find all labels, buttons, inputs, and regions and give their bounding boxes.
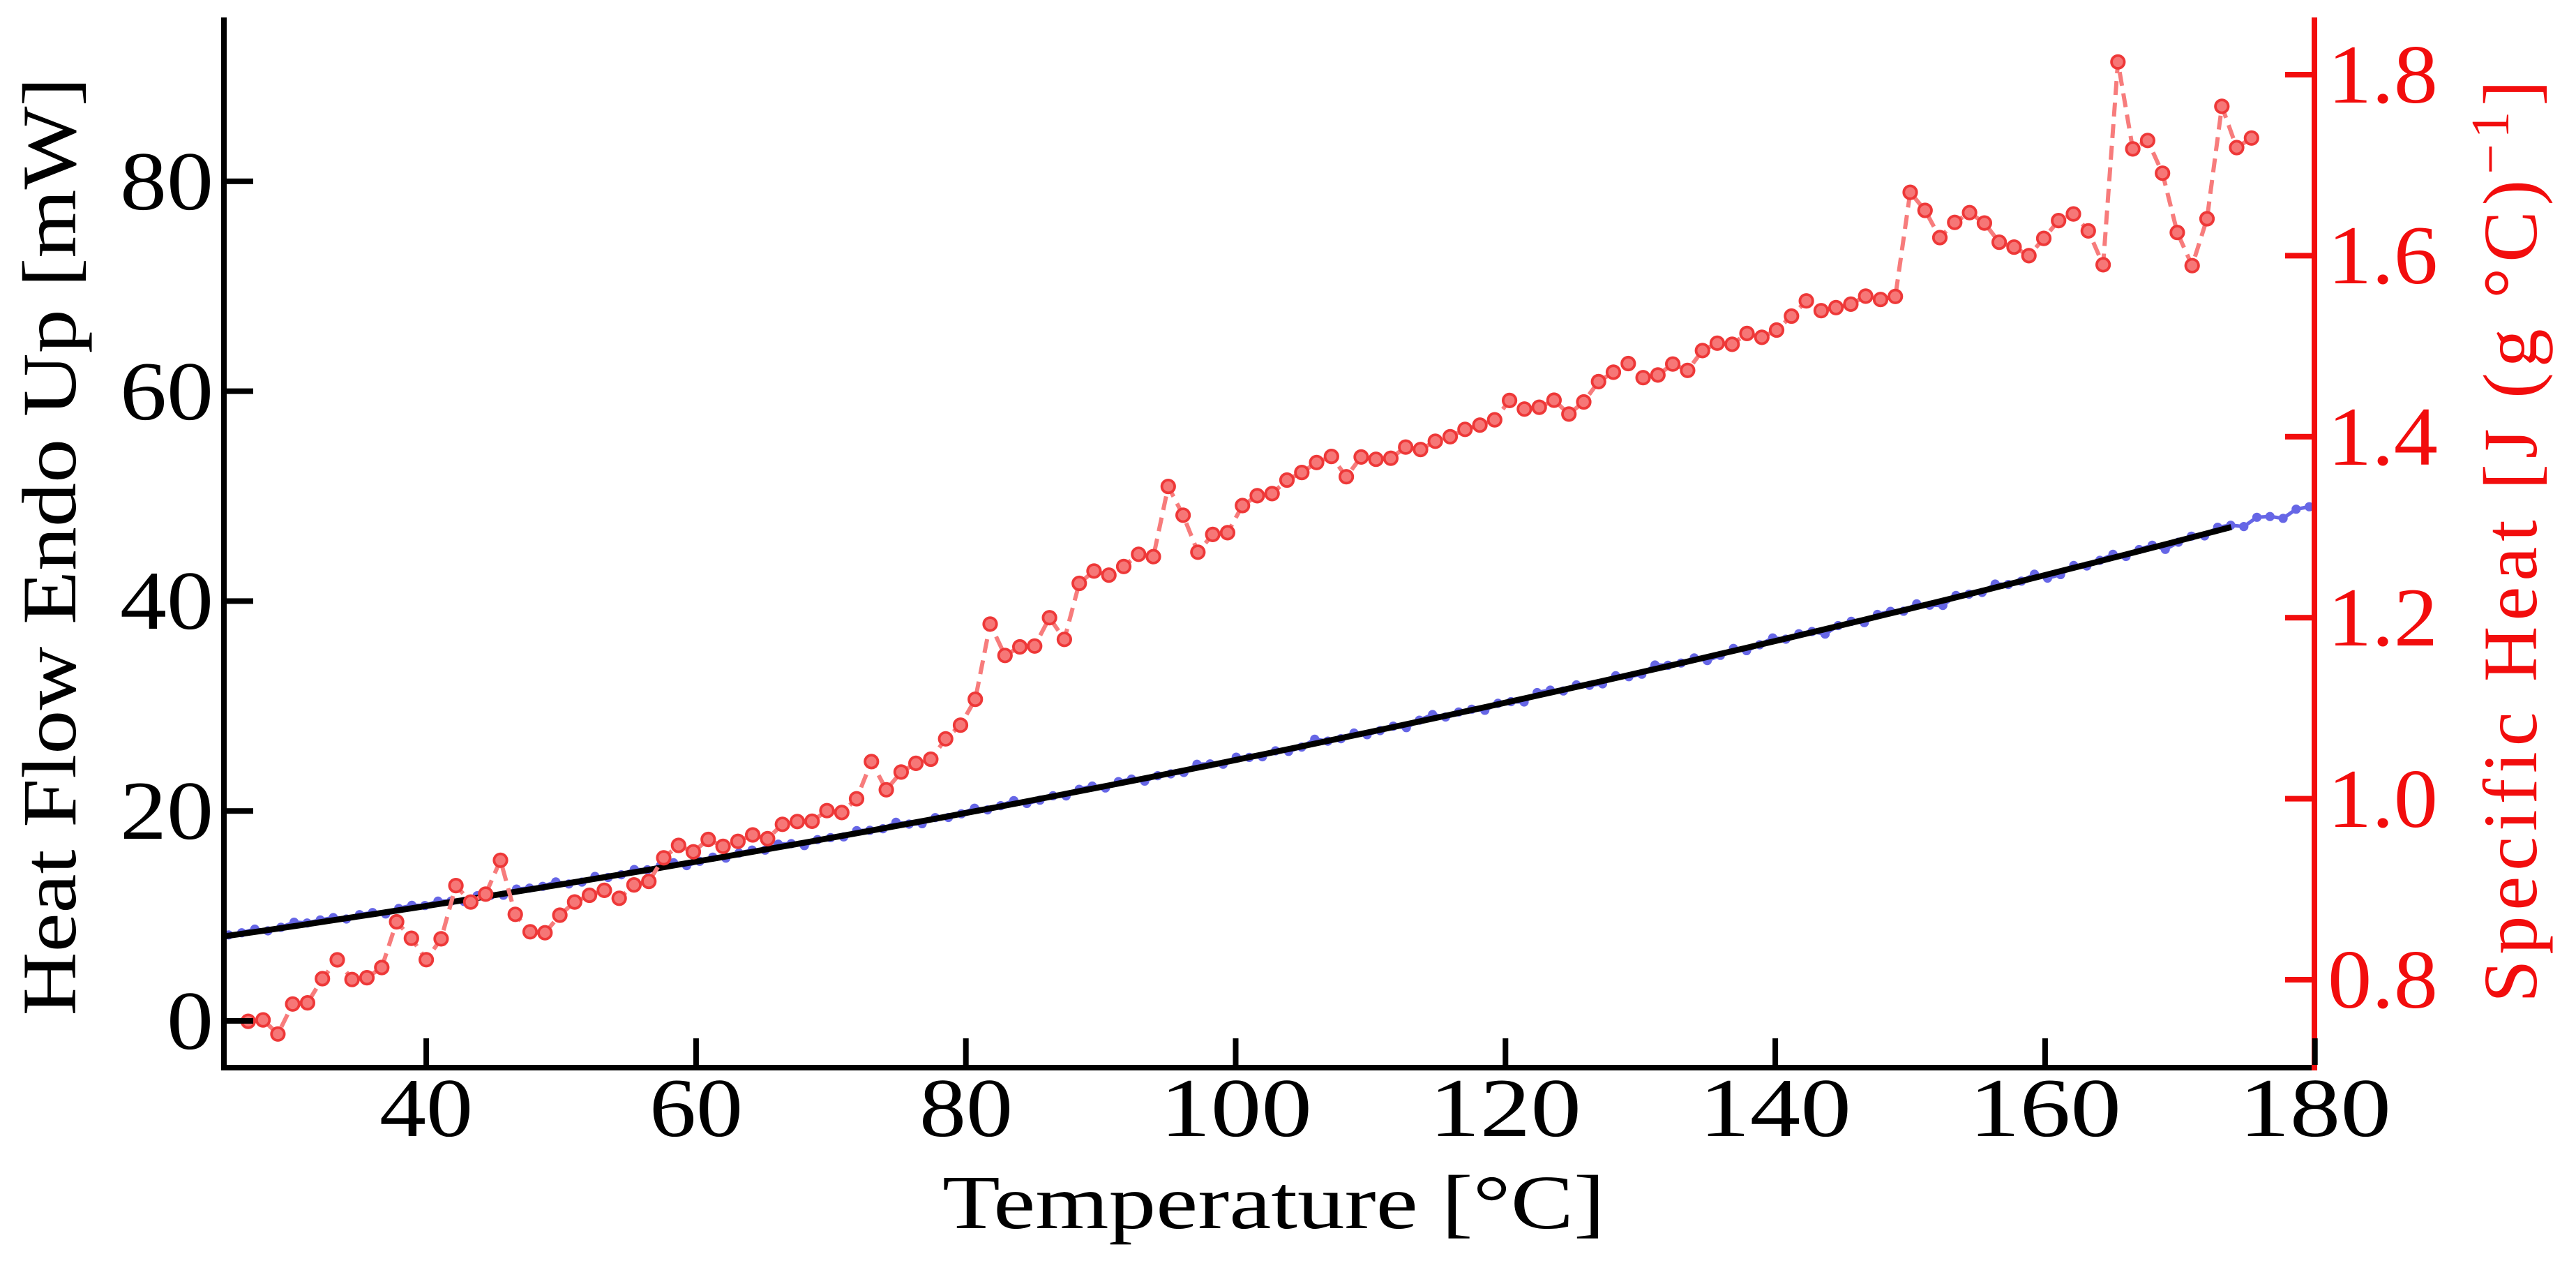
svg-text:0: 0 xyxy=(167,974,213,1067)
svg-text:0.8: 0.8 xyxy=(2328,933,2438,1026)
svg-text:120: 120 xyxy=(1429,1061,1581,1154)
svg-text:100: 100 xyxy=(1160,1061,1312,1154)
svg-text:Temperature [°C]: Temperature [°C] xyxy=(942,1160,1605,1245)
svg-text:1.6: 1.6 xyxy=(2328,209,2438,301)
svg-text:180: 180 xyxy=(2239,1061,2391,1154)
svg-text:40: 40 xyxy=(120,554,213,647)
svg-text:1.0: 1.0 xyxy=(2328,752,2438,845)
svg-text:60: 60 xyxy=(120,345,213,438)
svg-text:40: 40 xyxy=(379,1061,473,1154)
svg-text:1.4: 1.4 xyxy=(2328,390,2438,483)
svg-text:1.8: 1.8 xyxy=(2328,28,2438,121)
svg-text:140: 140 xyxy=(1699,1061,1851,1154)
svg-text:60: 60 xyxy=(649,1061,743,1154)
svg-text:Specific Heat [J (g °C)−1]: Specific Heat [J (g °C)−1] xyxy=(2460,75,2553,1003)
svg-text:Heat Flow Endo Up [mW]: Heat Flow Endo Up [mW] xyxy=(7,77,92,1016)
svg-text:1.2: 1.2 xyxy=(2328,571,2438,664)
svg-text:20: 20 xyxy=(120,764,213,857)
svg-text:80: 80 xyxy=(120,135,213,227)
svg-text:80: 80 xyxy=(919,1061,1013,1154)
svg-text:160: 160 xyxy=(1969,1061,2121,1154)
